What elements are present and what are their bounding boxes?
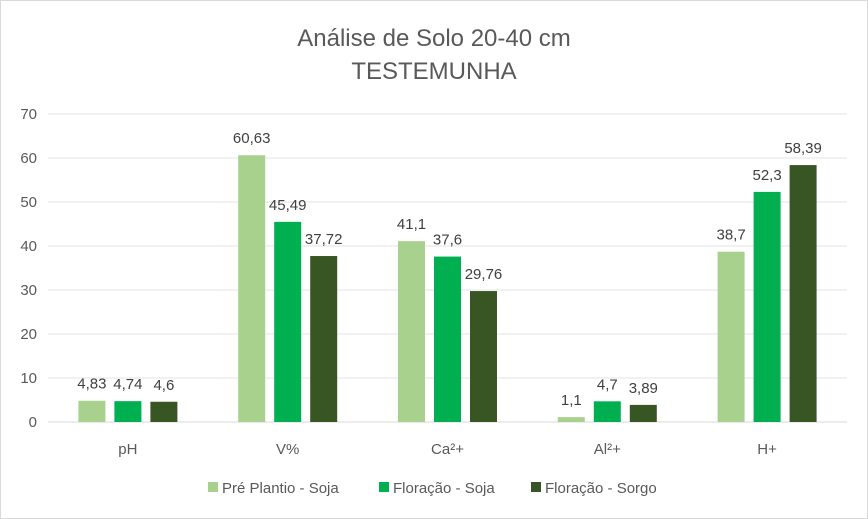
x-tick-label: H+ bbox=[757, 441, 777, 458]
bar-V%-Pré Plantio - Soja bbox=[238, 155, 266, 422]
y-tick-label: 60 bbox=[20, 150, 37, 167]
data-label: 1,1 bbox=[561, 392, 582, 409]
data-label: 29,76 bbox=[465, 266, 503, 283]
y-tick-label: 70 bbox=[20, 106, 37, 123]
data-label: 60,63 bbox=[233, 130, 271, 147]
data-label: 37,6 bbox=[433, 232, 462, 249]
data-label: 4,6 bbox=[153, 377, 174, 394]
data-label: 38,7 bbox=[716, 227, 745, 244]
x-tick-label: pH bbox=[118, 441, 137, 458]
legend-swatch bbox=[208, 482, 218, 492]
bar-Ca²+-Floração - Sorgo bbox=[470, 291, 497, 422]
data-label: 45,49 bbox=[269, 197, 307, 214]
y-tick-label: 40 bbox=[20, 238, 37, 255]
bar-Al²+-Floração - Soja bbox=[593, 401, 621, 422]
data-label: 52,3 bbox=[752, 167, 781, 184]
data-label: 4,7 bbox=[597, 376, 618, 393]
legend-label: Floração - Soja bbox=[393, 480, 495, 497]
bar-H+-Floração - Sorgo bbox=[789, 165, 817, 423]
bar-V%-Floração - Soja bbox=[274, 221, 302, 422]
legend-label: Pré Plantio - Soja bbox=[222, 480, 339, 497]
chart-title: Análise de Solo 20-40 cm TESTEMUNHA bbox=[297, 25, 571, 85]
data-label: 4,74 bbox=[113, 376, 142, 393]
legend-swatch bbox=[379, 482, 389, 492]
legend-label: Floração - Sorgo bbox=[545, 480, 657, 497]
legend: Pré Plantio - Soja Floração - Soja Floraçã… bbox=[208, 480, 657, 497]
bar-pH-Floração - Sorgo bbox=[150, 401, 178, 422]
chart-title-line-2: TESTEMUNHA bbox=[351, 58, 516, 85]
bar-Al²+-Floração - Sorgo bbox=[629, 404, 657, 422]
bar-Ca²+-Pré Plantio - Soja bbox=[398, 241, 425, 422]
y-tick-label: 10 bbox=[20, 370, 37, 387]
data-label: 37,72 bbox=[305, 231, 343, 248]
bar-V%-Floração - Sorgo bbox=[310, 256, 338, 422]
y-tick-label: 20 bbox=[20, 326, 37, 343]
x-tick-label: Ca²+ bbox=[431, 441, 464, 458]
y-tick-label: 50 bbox=[20, 194, 37, 211]
y-tick-label: 0 bbox=[29, 414, 37, 431]
x-axis: pH V% Ca²+ Al²+ H+ bbox=[118, 441, 777, 458]
chart-title-line-1: Análise de Solo 20-40 cm bbox=[297, 25, 571, 52]
y-axis: 0 10 20 30 40 50 60 70 bbox=[20, 106, 37, 431]
data-labels: 4,83 4,74 4,6 60,63 45,49 37,72 41,1 37,629,76 1… bbox=[77, 130, 822, 409]
data-label: 41,1 bbox=[397, 216, 426, 233]
data-label: 3,89 bbox=[629, 380, 658, 397]
legend-swatch bbox=[531, 482, 541, 492]
bars bbox=[78, 155, 817, 423]
y-tick-label: 30 bbox=[20, 282, 37, 299]
bar-pH-Floração - Soja bbox=[114, 401, 142, 422]
data-label: 4,83 bbox=[77, 376, 106, 393]
bar-Ca²+-Floração - Soja bbox=[434, 256, 461, 422]
bar-Al²+-Pré Plantio - Soja bbox=[557, 417, 585, 422]
data-label: 58,39 bbox=[784, 140, 822, 157]
bar-H+-Pré Plantio - Soja bbox=[717, 251, 745, 422]
bar-pH-Pré Plantio - Soja bbox=[78, 400, 106, 422]
bar-H+-Floração - Soja bbox=[753, 191, 781, 422]
x-tick-label: Al²+ bbox=[594, 441, 621, 458]
x-tick-label: V% bbox=[276, 441, 299, 458]
